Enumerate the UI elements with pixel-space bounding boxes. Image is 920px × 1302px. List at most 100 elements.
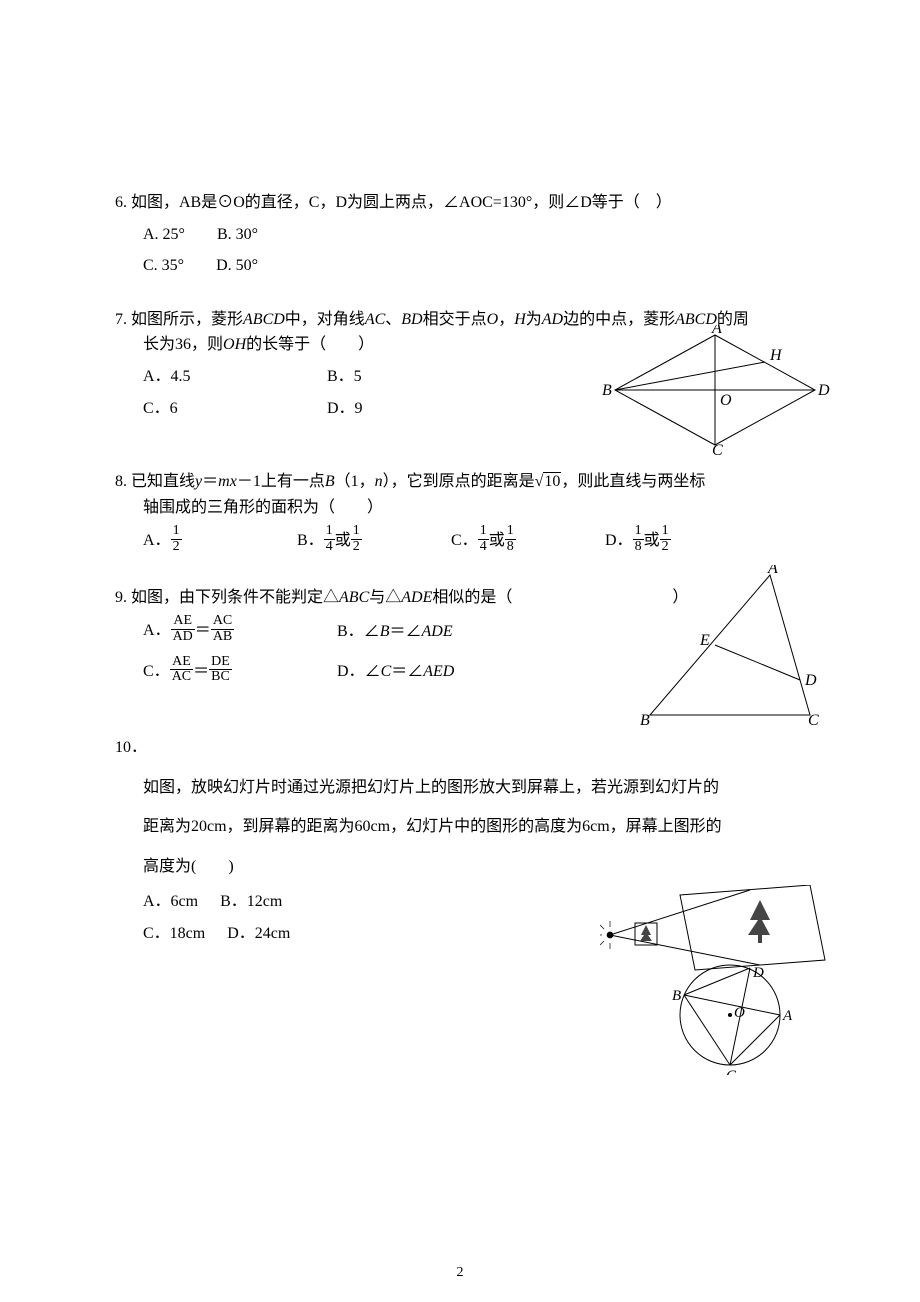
q9-opt-a: A．AEAD＝ACAB (143, 616, 333, 646)
fraction-icon: 14 (324, 524, 335, 554)
q7-opt-b: B．5 (327, 364, 362, 390)
fraction-icon: AEAD (171, 614, 195, 644)
q7-line2-end: 的长等于（ ） (246, 336, 374, 353)
q8-B: B (325, 473, 335, 490)
q9-b-eq: ＝∠ (389, 623, 421, 640)
q8-sqrt: 10 (535, 469, 562, 495)
question-7: 7. 如图所示，菱形ABCD中，对角线AC、BD相交于点O，H为AD边的中点，菱… (115, 307, 820, 421)
q9-mid: 与△ (369, 589, 401, 606)
q7-o: O (487, 311, 499, 328)
q7-ad: AD (542, 311, 563, 328)
q8-eq: ＝ (202, 473, 218, 490)
q9-b-label: B．∠ (337, 623, 380, 640)
fraction-icon: 12 (660, 524, 671, 554)
label-d: D (817, 382, 830, 399)
q9-opt-b: B．∠B＝∠ADE (337, 619, 527, 645)
q7-opt-c: C．6 (143, 396, 283, 422)
q9-d-label: D．∠ (337, 663, 381, 680)
q7-stem-part: 中，对角线 (285, 311, 365, 328)
q10-line1: 如图，放映幻灯片时通过光源把幻灯片上的图形放大到屏幕上，若光源到幻灯片的 (115, 775, 820, 801)
fraction-icon: ACAB (211, 614, 234, 644)
question-6: 6. 如图，AB是⊙O的直径，C，D为圆上两点，∠AOC=130°，则∠D等于（… (115, 190, 820, 279)
q6-opt-a: A. 25° (143, 222, 185, 248)
label-c: C (726, 1068, 737, 1075)
q10-line2: 距离为20cm，到屏幕的距离为60cm，幻灯片中的图形的高度为6cm，屏幕上图形… (115, 814, 820, 840)
label-b: B (640, 712, 650, 725)
q6-options-row2: C. 35° D. 50° (115, 253, 820, 279)
q8-pre: 已知直线 (131, 473, 195, 490)
q8-b-or: 或 (335, 532, 351, 549)
q6-stem: 如图，AB是⊙O的直径，C，D为圆上两点，∠AOC=130°，则∠D等于（ ） (131, 194, 672, 211)
q8-paren2: ），它到原点的距离是 (383, 473, 535, 490)
q7-oh: OH (223, 336, 246, 353)
fraction-icon: 18 (633, 524, 644, 554)
q8-c-or: 或 (489, 532, 505, 549)
q9-triangle-diagram: A B C D E (640, 565, 820, 725)
label-c: C (808, 712, 819, 725)
q8-line2: 轴围成的三角形的面积为（ ） (115, 495, 820, 521)
q9-d-ang2: AED (423, 663, 454, 680)
label-a: A (782, 1008, 793, 1024)
q8-d-label: D． (605, 532, 633, 549)
q8-paren: （1， (335, 473, 375, 490)
q7-h: H (514, 311, 526, 328)
q10-opt-a: A．6cm (143, 889, 198, 915)
q7-number: 7. (115, 311, 127, 328)
q8-c-label: C． (451, 532, 478, 549)
q7-sep: 、 (385, 311, 401, 328)
fraction-icon: 12 (171, 524, 182, 554)
label-c: C (712, 442, 723, 455)
label-a: A (711, 325, 722, 337)
q9-d-eq: ＝∠ (391, 663, 423, 680)
q7-stem-part: 如图所示，菱形 (131, 311, 243, 328)
fraction-icon: AEAC (170, 655, 193, 685)
q7-opt-a: A．4.5 (143, 364, 283, 390)
q9-b-ang2: ADE (421, 623, 452, 640)
q9-c-label: C． (143, 663, 170, 680)
label-b: B (602, 382, 612, 399)
q6-opt-b: B. 30° (217, 222, 258, 248)
q7-rhombus-diagram: A B C D O H (600, 325, 830, 455)
fraction-icon: DEBC (209, 655, 232, 685)
q9-opt-d: D．∠C＝∠AED (337, 659, 527, 685)
q10-number: 10． (115, 735, 820, 761)
q8-number: 8. (115, 473, 127, 490)
q6-options-row1: A. 25° B. 30° (115, 222, 820, 248)
q8-m: m (218, 473, 230, 490)
q9-b-ang1: B (380, 623, 390, 640)
q7-stem-part: ， (498, 311, 514, 328)
q7-stem-part: 相交于点 (423, 311, 487, 328)
q8-d-or: 或 (644, 532, 660, 549)
q6-opt-d: D. 50° (216, 253, 258, 279)
q7-stem-part: 为 (526, 311, 542, 328)
label-h: H (769, 347, 783, 364)
label-b: B (672, 988, 681, 1004)
question-9: 9. 如图，由下列条件不能判定△ABC与△ADE相似的是（ ） A．AEAD＝A… (115, 585, 820, 687)
q8-a-label: A． (143, 532, 171, 549)
q8-tail: ，则此直线与两坐标 (561, 473, 705, 490)
q8-rest: －1上有一点 (237, 473, 325, 490)
q8-opt-b: B．14或12 (297, 526, 447, 556)
q8-opt-d: D．18或12 (605, 526, 755, 556)
q8-x: x (230, 473, 237, 490)
q9-number: 9. (115, 589, 127, 606)
q7-line2-pre: 长为36，则 (143, 336, 223, 353)
exam-page: 6. 如图，AB是⊙O的直径，C，D为圆上两点，∠AOC=130°，则∠D等于（… (0, 0, 920, 1302)
q9-ade: ADE (401, 589, 432, 606)
q10-opt-d: D．24cm (227, 921, 290, 947)
q8-n: n (375, 473, 383, 490)
q8-b-label: B． (297, 532, 324, 549)
fraction-icon: 14 (478, 524, 489, 554)
q9-a-label: A． (143, 622, 171, 639)
label-d: D (804, 672, 817, 689)
fraction-icon: 12 (351, 524, 362, 554)
q10-opt-b: B．12cm (220, 889, 282, 915)
q6-opt-c: C. 35° (143, 253, 184, 279)
q8-opt-a: A．12 (143, 526, 293, 556)
fraction-icon: 18 (505, 524, 516, 554)
q8-radicand: 10 (543, 472, 561, 490)
label-o: O (720, 392, 732, 409)
q7-ac: AC (365, 311, 385, 328)
question-10: 10． 如图，放映幻灯片时通过光源把幻灯片上的图形放大到屏幕上，若光源到幻灯片的… (115, 735, 820, 947)
q6-number: 6. (115, 194, 127, 211)
